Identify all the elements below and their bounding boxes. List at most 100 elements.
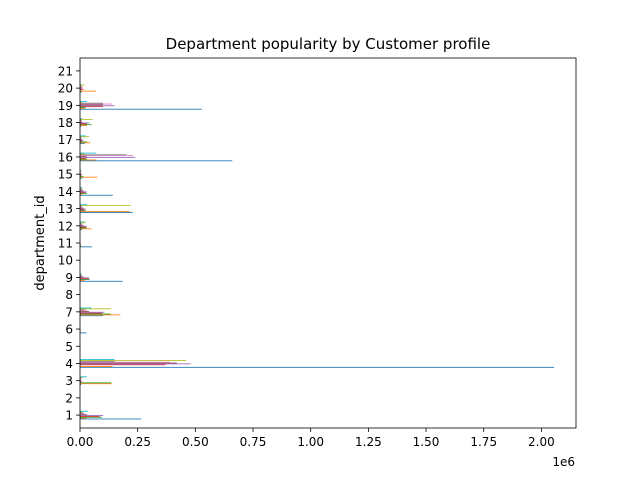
bar-series-2-dept-9 <box>80 279 90 280</box>
bar-series-0-dept-3 <box>80 384 82 385</box>
x-axis-multiplier: 1e6 <box>552 455 575 469</box>
bar-series-0-dept-6 <box>80 332 87 334</box>
bar-series-1-dept-17 <box>80 142 91 144</box>
bar-series-4-dept-9 <box>80 277 90 279</box>
y-tick-label: 16 <box>58 150 73 164</box>
bar-series-0-dept-18 <box>80 125 82 127</box>
bar-series-9-dept-4 <box>80 359 115 361</box>
bar-series-3-dept-19 <box>80 106 104 108</box>
bar-series-5-dept-17 <box>80 138 82 140</box>
bar-series-1-dept-11 <box>80 245 82 247</box>
bar-series-0-dept-16 <box>80 160 233 162</box>
bar-series-0-dept-14 <box>80 194 113 196</box>
bar-series-7-dept-1 <box>80 412 84 414</box>
bar-series-6-dept-7 <box>80 310 87 311</box>
bar-series-3-dept-3 <box>80 381 82 383</box>
bar-series-0-dept-13 <box>80 212 133 213</box>
bar-series-9-dept-16 <box>80 152 97 154</box>
bar-series-2-dept-14 <box>80 193 87 194</box>
x-axis-ticks: 0.00 0.25 0.50 0.75 1.00 1.25 1.50 1.75 2.00 <box>67 428 555 449</box>
bar-series-7-dept-16 <box>80 154 127 156</box>
bar-series-2-dept-17 <box>80 141 87 143</box>
bar-series-3-dept-17 <box>80 140 83 142</box>
bar-series-0-dept-20 <box>80 91 82 93</box>
bar-series-2-dept-11 <box>80 244 81 246</box>
x-tick-label: 0.75 <box>240 435 267 449</box>
bar-series-3-dept-13 <box>80 209 85 211</box>
bar-series-8-dept-12 <box>80 222 86 224</box>
bar-series-8-dept-1 <box>80 411 83 413</box>
bar-series-6-dept-19 <box>80 103 113 105</box>
bar-series-1-dept-16 <box>80 159 97 161</box>
bar-series-9-dept-9 <box>80 273 82 274</box>
y-tick-label: 2 <box>65 391 73 405</box>
y-axis-label: department_id <box>33 195 48 290</box>
bar-series-1-dept-19 <box>80 107 85 109</box>
bar-series-2-dept-19 <box>80 107 86 108</box>
bar-series-7-dept-17 <box>80 137 82 139</box>
bar-series-2-dept-15 <box>80 175 84 177</box>
bar-series-9-dept-3 <box>80 376 87 378</box>
bar-series-1-dept-3 <box>80 383 113 385</box>
bar-series-5-dept-1 <box>80 414 87 416</box>
bar-series-1-dept-4 <box>80 366 113 367</box>
bar-series-4-dept-15 <box>80 174 82 176</box>
bar-series-8-dept-15 <box>80 170 82 172</box>
bar-series-8-dept-13 <box>80 205 131 206</box>
bar-series-1-dept-13 <box>80 211 130 213</box>
y-tick-label: 19 <box>58 99 73 113</box>
bar-series-2-dept-3 <box>80 382 112 384</box>
bar-series-2-dept-16 <box>80 158 87 160</box>
x-tick-label: 0.50 <box>182 435 209 449</box>
y-tick-label: 5 <box>65 340 73 354</box>
bar-series-7-dept-9 <box>80 274 82 276</box>
bar-series-6-dept-9 <box>80 275 83 277</box>
y-tick-label: 4 <box>65 357 73 371</box>
bar-series-0-dept-17 <box>80 143 85 145</box>
bar-series-9-dept-20 <box>80 83 82 85</box>
bar-series-9-dept-15 <box>80 169 82 171</box>
bar-series-3-dept-15 <box>80 175 82 176</box>
bar-series-8-dept-14 <box>80 187 82 189</box>
bar-series-7-dept-12 <box>80 223 82 225</box>
bar-series-8-dept-20 <box>80 84 85 86</box>
y-tick-label: 8 <box>65 288 73 302</box>
bar-series-9-dept-18 <box>80 118 83 120</box>
y-tick-label: 13 <box>58 202 73 216</box>
y-tick-label: 6 <box>65 323 73 337</box>
x-tick-label: 0.25 <box>124 435 151 449</box>
bar-series-3-dept-14 <box>80 192 86 194</box>
bar-series-5-dept-16 <box>80 156 87 157</box>
bar-series-5-dept-14 <box>80 190 84 192</box>
bar-series-3-dept-9 <box>80 278 89 280</box>
y-tick-label: 18 <box>58 116 73 130</box>
bar-series-6-dept-15 <box>80 172 81 174</box>
x-tick-label: 1.00 <box>297 435 324 449</box>
bar-series-6-dept-4 <box>80 361 170 363</box>
bar-series-9-dept-13 <box>80 204 87 206</box>
chart-title: Department popularity by Customer profil… <box>166 35 491 53</box>
bar-series-0-dept-12 <box>80 229 82 231</box>
y-tick-label: 12 <box>58 219 73 233</box>
bar-series-7-dept-13 <box>80 206 82 207</box>
bar-series-8-dept-4 <box>80 360 187 361</box>
bar-series-4-dept-19 <box>80 105 115 107</box>
bar-series-9-dept-14 <box>80 187 83 188</box>
bars-group <box>80 66 555 420</box>
bar-series-4-dept-16 <box>80 156 136 158</box>
bar-series-4-dept-7 <box>80 311 105 313</box>
bar-series-8-dept-7 <box>80 308 112 310</box>
bar-series-6-dept-18 <box>80 120 82 122</box>
bar-series-1-dept-1 <box>80 417 87 419</box>
bar-series-5-dept-18 <box>80 121 83 123</box>
bar-series-6-dept-20 <box>80 86 82 88</box>
bar-series-5-dept-9 <box>80 276 84 278</box>
bar-series-5-dept-7 <box>80 310 90 312</box>
bar-series-0-dept-7 <box>80 315 104 317</box>
y-tick-label: 15 <box>58 168 73 182</box>
bar-series-5-dept-4 <box>80 362 177 364</box>
y-tick-label: 17 <box>58 133 73 147</box>
bar-series-4-dept-13 <box>80 208 86 210</box>
y-tick-label: 3 <box>65 374 73 388</box>
